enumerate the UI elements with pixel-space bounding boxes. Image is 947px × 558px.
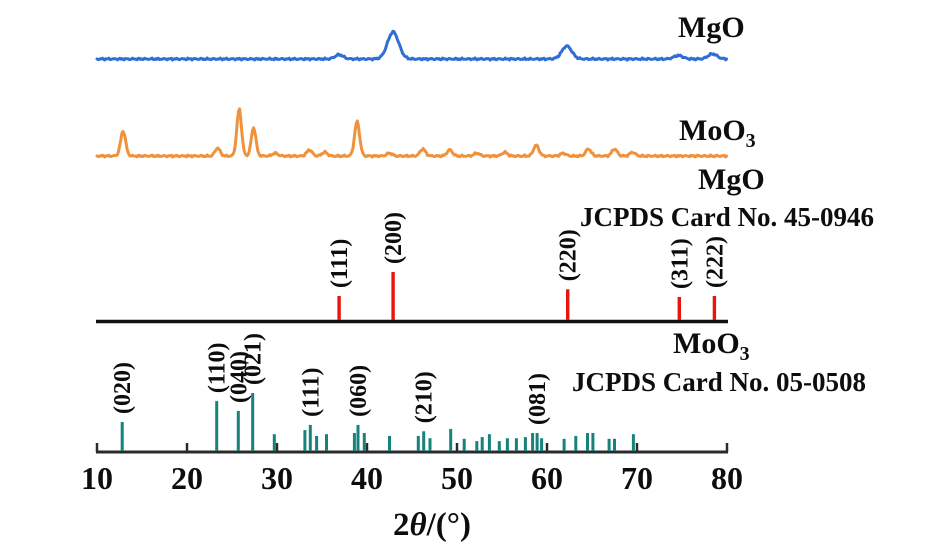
- hkl-label: (020): [110, 362, 136, 414]
- hkl-label: (210): [412, 371, 438, 423]
- x-axis-tick-label: 50: [441, 460, 473, 496]
- hkl-label: (111): [327, 239, 353, 288]
- hkl-label: (060): [346, 365, 372, 417]
- hkl-label: (311): [667, 238, 693, 289]
- x-axis-title-theta: θ: [409, 507, 427, 543]
- reference-title-moo3-subscript: 3: [739, 343, 750, 365]
- x-axis-tick-label: 20: [171, 460, 203, 496]
- trace-label-mgo-text: MgO: [678, 11, 745, 44]
- trace-label-moo3-subscript: 3: [745, 130, 756, 152]
- hkl-label: (110): [205, 342, 231, 393]
- reference-title-moo3-text: MoO: [673, 327, 740, 360]
- hkl-label: (200): [381, 212, 407, 264]
- reference-title-moo3: MoO3: [673, 327, 750, 364]
- hkl-label: (021): [241, 333, 267, 385]
- hkl-label: (222): [702, 236, 728, 288]
- reference-title-mgo-text: MgO: [698, 163, 765, 196]
- hkl-label: (040): [226, 351, 252, 403]
- mgo-experimental-curve: [95, 29, 729, 62]
- trace-label-moo3: MoO3: [679, 114, 756, 151]
- hkl-label: (111): [298, 368, 324, 417]
- x-axis-title: 2θ/(°): [347, 508, 517, 543]
- x-axis-title-suffix: /(°): [426, 507, 471, 543]
- x-axis-tick-label: 70: [621, 460, 653, 496]
- reference-card-mgo: JCPDS Card No. 45-0946: [580, 202, 874, 232]
- x-axis-tick-label: 40: [351, 460, 383, 496]
- x-axis-title-prefix: 2: [393, 507, 410, 543]
- moo3-experimental-curve: [95, 107, 729, 159]
- x-axis-tick-label: 10: [81, 460, 113, 496]
- x-axis-tick-label: 60: [531, 460, 563, 496]
- x-axis-tick-label: 80: [711, 460, 743, 496]
- hkl-label: (081): [525, 373, 551, 425]
- trace-label-mgo: MgO: [678, 12, 745, 44]
- hkl-label: (220): [556, 229, 582, 281]
- reference-card-moo3: JCPDS Card No. 05-0508: [572, 367, 866, 397]
- trace-label-moo3-text: MoO: [679, 114, 746, 147]
- reference-title-mgo: MgO: [698, 164, 765, 196]
- x-axis-tick-label: 30: [261, 460, 293, 496]
